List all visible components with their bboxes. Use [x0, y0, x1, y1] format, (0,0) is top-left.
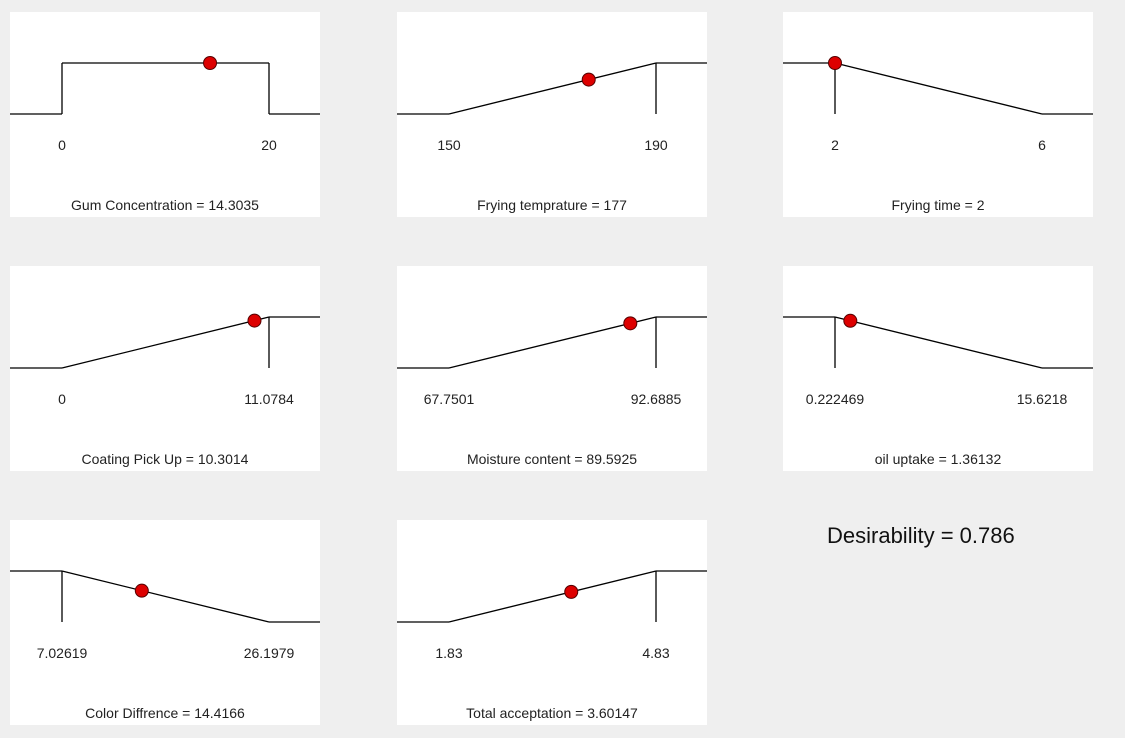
high-limit-label: 92.6885 [630, 391, 682, 407]
panel-gum-concentration: 0 20 Gum Concentration = 14.3035 [10, 12, 320, 217]
desirability-ramp [61, 570, 270, 623]
panel-caption: Frying time = 2 [891, 197, 985, 213]
current-value-point [581, 72, 596, 87]
panel-caption: Coating Pick Up = 10.3014 [81, 451, 249, 467]
desirability-plot-moisture-content [397, 316, 707, 369]
panel-frying-time: 2 6 Frying time = 2 [783, 12, 1093, 217]
current-value-point [843, 313, 858, 328]
panel-caption: Total acceptation = 3.60147 [466, 705, 638, 721]
desirability-plot-color-difference [10, 570, 320, 623]
low-limit-label: 67.7501 [423, 391, 475, 407]
high-limit-label: 15.6218 [1016, 391, 1068, 407]
current-value-point [247, 313, 262, 328]
panel-caption: Color Diffrence = 14.4166 [85, 705, 245, 721]
panel-caption: Gum Concentration = 14.3035 [71, 197, 259, 213]
panel-coating-pick-up: 0 11.0784 Coating Pick Up = 10.3014 [10, 266, 320, 471]
panel-color-difference: 7.02619 26.1979 Color Diffrence = 14.416… [10, 520, 320, 725]
desirability-plot-gum-concentration [10, 56, 320, 115]
desirability-ramp [61, 316, 270, 369]
current-value-point [203, 56, 218, 70]
current-value-point [134, 583, 149, 598]
desirability-ramp [448, 62, 657, 115]
low-limit-label: 2 [831, 137, 839, 153]
current-value-point [623, 316, 638, 331]
current-value-point [828, 56, 842, 70]
overall-desirability: Desirability = 0.786 [827, 523, 1015, 548]
panel-oil-uptake: 0.222469 15.6218 oil uptake = 1.36132 [783, 266, 1093, 471]
desirability-ramp [834, 62, 1043, 115]
desirability-plot-coating-pick-up [10, 313, 320, 369]
desirability-ramp [834, 316, 1043, 369]
panel-moisture-content: 67.7501 92.6885 Moisture content = 89.59… [397, 266, 707, 471]
desirability-plot-frying-temperature [397, 62, 707, 115]
panel-caption: Frying temprature = 177 [477, 197, 627, 213]
high-limit-label: 190 [644, 137, 668, 153]
low-limit-label: 7.02619 [36, 645, 88, 661]
low-limit-label: 0 [58, 391, 66, 407]
low-limit-label: 150 [437, 137, 461, 153]
low-limit-label: 1.83 [435, 645, 463, 661]
high-limit-label: 4.83 [642, 645, 670, 661]
low-limit-label: 0.222469 [805, 391, 865, 407]
desirability-plot-total-acceptation [397, 570, 707, 623]
panel-caption: oil uptake = 1.36132 [874, 451, 1002, 467]
panel-caption: Moisture content = 89.5925 [466, 451, 638, 467]
high-limit-label: 11.0784 [244, 391, 294, 407]
high-limit-label: 26.1979 [243, 645, 295, 661]
high-limit-label: 20 [261, 137, 277, 153]
low-limit-label: 0 [58, 137, 66, 153]
panel-total-acceptation: 1.83 4.83 Total acceptation = 3.60147 [397, 520, 707, 725]
desirability-ramp [448, 570, 657, 623]
panel-frying-temperature: 150 190 Frying temprature = 177 [397, 12, 707, 217]
high-limit-label: 6 [1038, 137, 1046, 153]
desirability-plot-oil-uptake [783, 313, 1093, 369]
desirability-plot-frying-time [783, 56, 1093, 115]
current-value-point [564, 584, 579, 599]
desirability-ramp [448, 316, 657, 369]
